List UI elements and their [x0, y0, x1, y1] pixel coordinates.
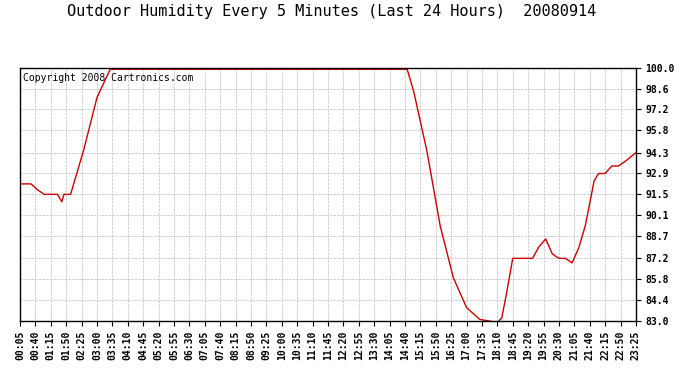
Text: Outdoor Humidity Every 5 Minutes (Last 24 Hours)  20080914: Outdoor Humidity Every 5 Minutes (Last 2… [66, 4, 596, 19]
Text: Copyright 2008 Cartronics.com: Copyright 2008 Cartronics.com [23, 73, 193, 83]
